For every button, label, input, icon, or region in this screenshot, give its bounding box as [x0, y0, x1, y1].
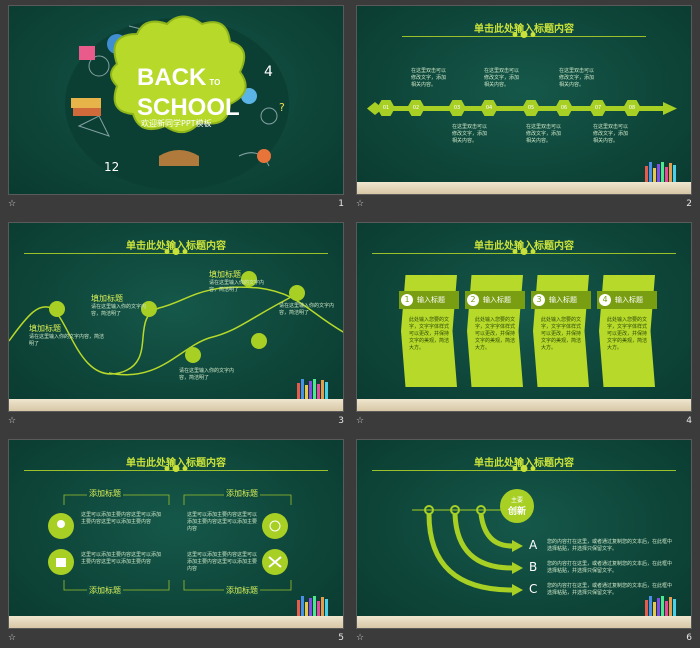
card-number: 4	[599, 294, 611, 306]
svg-text:12: 12	[104, 160, 119, 174]
timeline-step: 05	[522, 100, 540, 116]
card-title: 输入标题	[483, 296, 511, 304]
title-dots	[164, 248, 188, 255]
point-1: 填加标题 请在这里输入你的文字内容，简洁明了	[29, 324, 105, 347]
slide-number: 4	[686, 416, 692, 426]
option-letter-c: C	[529, 582, 538, 596]
curved-arrows	[412, 489, 534, 596]
slide-1-subtitle: 欢迎新同学PPT模板	[141, 119, 212, 128]
option-text: 您的内容打在这里，或者通过复制您的文本后，在此框中选择粘贴，并选择只保留文字。	[547, 583, 673, 596]
point-3: 填加标题 请在这里输入你的文字内容，简洁明了	[209, 270, 265, 293]
card-text: 此处输入您要的文字，文字字体样式可以更改，并保持文字的美观，简洁大方。	[541, 317, 582, 351]
curve-path	[9, 271, 343, 376]
slide-2-thumbnail[interactable]: 单击此处输入标题内容 01 02 在这里双击可以修改文字，添加相关内容。 03 在这里双…	[356, 5, 692, 195]
option-text: 您的内容打在这里，或者通过复制您的文本后，在此框中选择粘贴，并选择只保留文字。	[547, 539, 673, 552]
books-decoration	[297, 377, 337, 399]
slide-title: 单击此处输入标题内容	[474, 24, 574, 35]
slide-title: 单击此处输入标题内容	[474, 241, 574, 252]
card-number: 3	[533, 294, 545, 306]
box-text: 这里可以添加主要内容这里可以添加主要内容这里可以添加主要内容	[187, 552, 258, 572]
step-text: 在这里双击可以修改文字，添加相关内容。	[484, 68, 520, 88]
box-bottom-right: 添加标题	[224, 585, 260, 596]
svg-text:4: 4	[264, 64, 273, 80]
box-text: 这里可以添加主要内容这里可以添加主要内容这里可以添加主要内容	[187, 512, 258, 532]
slide-6-thumbnail[interactable]: 单击此处输入标题内容 主要 创新 A 您的内容打在这里，或者通过复制您的文本后，在…	[356, 439, 692, 629]
option-letter-b: B	[529, 560, 538, 574]
card-text: 此处输入您要的文字，文字字体样式可以更改，并保持文字的美观，简洁大方。	[475, 317, 516, 351]
center-badge: 主要 创新	[507, 497, 526, 517]
star-icon[interactable]: ☆	[356, 199, 365, 209]
slide-title: 单击此处输入标题内容	[474, 458, 574, 469]
option-text: 您的内容打在这里，或者通过复制您的文本后，在此框中选择粘贴，并选择只保留文字。	[547, 561, 673, 574]
box-bottom-left: 添加标题	[87, 585, 123, 596]
slide-4-thumbnail[interactable]: 单击此处输入标题内容 1 输入标题此处输入您要的文字，文字字体样式可以更改，并保持…	[356, 222, 692, 412]
slide-number: 1	[338, 199, 344, 209]
ledge	[357, 182, 691, 194]
step-text: 在这里双击可以修改文字，添加相关内容。	[559, 68, 595, 88]
doodle-cloud-art: D 4 12 ?	[65, 15, 289, 190]
card-title: 输入标题	[417, 296, 445, 304]
card-header: 1 输入标题	[399, 291, 459, 309]
timeline-step: 02	[407, 100, 425, 116]
books-decoration	[645, 594, 685, 616]
slide-3-thumbnail[interactable]: 单击此处输入标题内容 填加标题 请在这里输入你的文字内容，简洁明了 填加标题 请在这…	[8, 222, 344, 412]
timeline-step: 08	[623, 100, 641, 116]
slide-number: 3	[338, 416, 344, 426]
slide-title: 单击此处输入标题内容	[126, 241, 226, 252]
point-2: 填加标题 请在这里输入你的文字内容，简洁明了	[91, 294, 147, 317]
card-title: 输入标题	[549, 296, 577, 304]
slide-number: 6	[686, 633, 692, 643]
option-letter-a: A	[529, 538, 538, 552]
card-header: 2 输入标题	[465, 291, 525, 309]
timeline-step: 01	[377, 100, 395, 116]
box-top-left: 添加标题	[87, 488, 123, 499]
title-dots	[512, 248, 536, 255]
slide-title: 单击此处输入标题内容	[126, 458, 226, 469]
card-title: 输入标题	[615, 296, 643, 304]
card-text: 此处输入您要的文字，文字字体样式可以更改，并保持文字的美观，简洁大方。	[409, 317, 450, 351]
card-header: 3 输入标题	[531, 291, 591, 309]
point-5: 请在这里输入你的文字内容，简洁明了	[179, 368, 235, 381]
star-icon[interactable]: ☆	[8, 416, 17, 426]
svg-text:?: ?	[279, 101, 285, 114]
step-text: 在这里双击可以修改文字，添加相关内容。	[411, 68, 447, 88]
timeline-arrow	[367, 102, 677, 115]
bracket-lines	[48, 494, 292, 591]
card-text: 此处输入您要的文字，文字字体样式可以更改，并保持文字的美观，简洁大方。	[607, 317, 648, 351]
step-text: 在这里双击可以修改文字，添加相关内容。	[452, 124, 488, 144]
card-header: 4 输入标题	[597, 291, 657, 309]
timeline-step: 04	[480, 100, 498, 116]
slide-1-title: BACK TO SCHOOL	[137, 64, 240, 121]
star-icon[interactable]: ☆	[8, 633, 17, 643]
star-icon[interactable]: ☆	[8, 199, 17, 209]
ledge	[357, 616, 691, 628]
timeline-step: 07	[589, 100, 607, 116]
point-4: 请在这里输入你的文字内容，简洁明了	[279, 303, 335, 316]
ledge	[9, 399, 343, 411]
card-number: 1	[401, 294, 413, 306]
books-decoration	[645, 160, 685, 182]
title-dots	[512, 465, 536, 472]
timeline-step: 03	[448, 100, 466, 116]
star-icon[interactable]: ☆	[356, 633, 365, 643]
slide-5-thumbnail[interactable]: 单击此处输入标题内容 添加标题 这里可以添加主要内容这里可以添加主要内容这里可以…	[8, 439, 344, 629]
box-top-right: 添加标题	[224, 488, 260, 499]
card-number: 2	[467, 294, 479, 306]
box-text: 这里可以添加主要内容这里可以添加主要内容这里可以添加主要内容	[81, 552, 162, 565]
star-icon[interactable]: ☆	[356, 416, 365, 426]
books-decoration	[297, 594, 337, 616]
ledge	[357, 399, 691, 411]
ledge	[9, 616, 343, 628]
title-dots	[512, 31, 536, 38]
timeline-step: 06	[555, 100, 573, 116]
slide-number: 2	[686, 199, 692, 209]
title-dots	[164, 465, 188, 472]
slide-number: 5	[338, 633, 344, 643]
step-text: 在这里双击可以修改文字，添加相关内容。	[526, 124, 562, 144]
box-text: 这里可以添加主要内容这里可以添加主要内容这里可以添加主要内容	[81, 512, 162, 525]
step-text: 在这里双击可以修改文字，添加相关内容。	[593, 124, 629, 144]
